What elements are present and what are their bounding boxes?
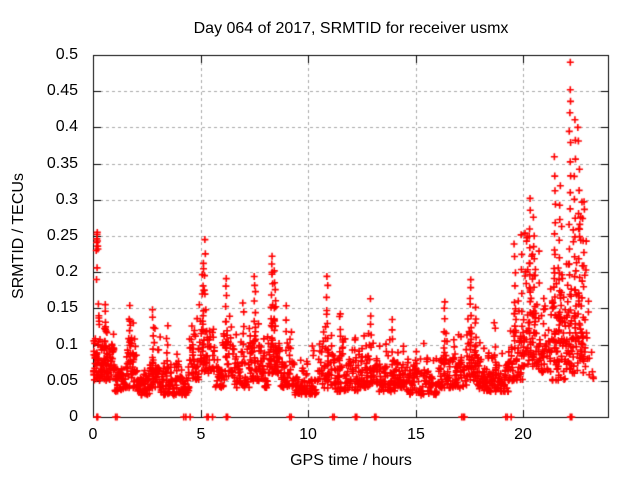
x-axis-label: GPS time / hours — [290, 452, 412, 469]
y-tick-label: 0.25 — [46, 227, 78, 244]
y-tick-label: 0.1 — [55, 336, 78, 353]
y-tick-label: 0.3 — [55, 191, 78, 208]
y-tick-label: 0.15 — [46, 299, 78, 316]
y-tick-label: 0.5 — [55, 46, 78, 63]
x-tick-label: 5 — [196, 426, 206, 443]
x-tick-label: 0 — [88, 426, 98, 443]
y-tick-label: 0.35 — [46, 155, 78, 172]
x-tick-label: 20 — [514, 426, 532, 443]
y-tick-label: 0 — [69, 408, 78, 425]
y-tick-label: 0.2 — [55, 263, 78, 280]
x-tick-label: 10 — [299, 426, 317, 443]
y-tick-label: 0.4 — [55, 118, 78, 135]
chart-title: Day 064 of 2017, SRMTID for receiver usm… — [193, 20, 509, 37]
y-tick-label: 0.45 — [46, 82, 78, 99]
x-tick-label: 15 — [407, 426, 425, 443]
y-tick-label: 0.05 — [46, 372, 78, 389]
